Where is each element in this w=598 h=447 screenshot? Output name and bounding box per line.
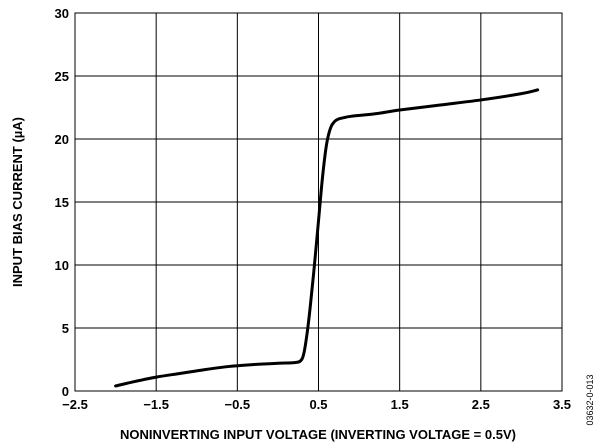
x-tick-label: 0.5 xyxy=(309,397,327,412)
y-tick-label: 5 xyxy=(62,321,69,336)
plot-frame xyxy=(74,12,563,392)
x-tick-label: 3.5 xyxy=(553,397,571,412)
x-tick-label: −2.5 xyxy=(62,397,88,412)
y-tick-label: 0 xyxy=(62,384,69,399)
y-tick-label: 30 xyxy=(55,6,69,21)
y-tick-label: 20 xyxy=(55,132,69,147)
y-tick-label: 25 xyxy=(55,69,69,84)
figure-id-label: 03632-0-013 xyxy=(585,374,595,425)
x-tick-label: −0.5 xyxy=(224,397,250,412)
series-line xyxy=(114,88,540,388)
grid xyxy=(75,13,562,391)
y-axis-title: INPUT BIAS CURRENT (µA) xyxy=(10,117,25,287)
y-tick-label: 15 xyxy=(55,195,69,210)
y-axis-ticks: 0 5 10 15 20 25 30 xyxy=(55,6,69,399)
x-tick-label: −1.5 xyxy=(143,397,169,412)
x-axis-ticks: −2.5 −1.5 −0.5 0.5 1.5 2.5 3.5 xyxy=(62,397,571,412)
y-tick-label: 10 xyxy=(55,258,69,273)
series xyxy=(114,88,540,388)
x-tick-label: 2.5 xyxy=(472,397,490,412)
x-axis-title: NONINVERTING INPUT VOLTAGE (INVERTING VO… xyxy=(120,427,516,442)
x-tick-label: 1.5 xyxy=(391,397,409,412)
